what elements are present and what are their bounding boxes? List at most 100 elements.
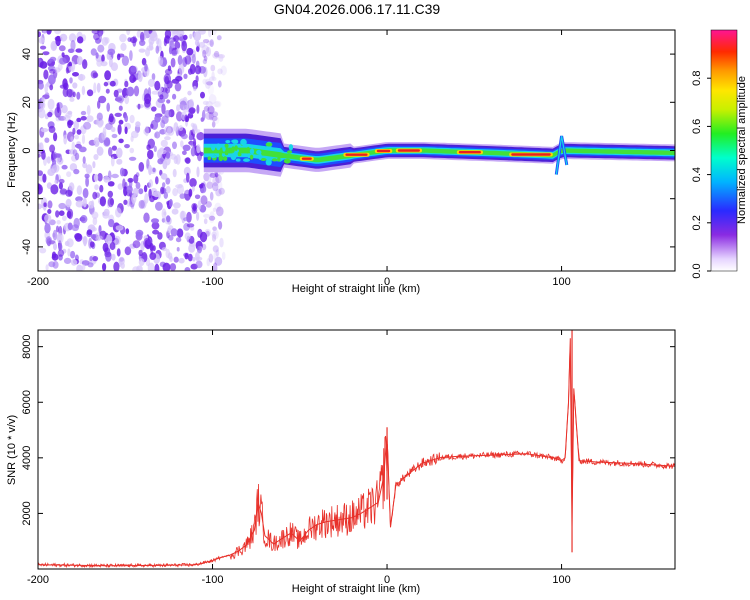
noise-speckle bbox=[192, 85, 197, 92]
noise-speckle bbox=[83, 121, 92, 130]
noise-speckle bbox=[68, 61, 72, 68]
noise-speckle bbox=[137, 71, 143, 83]
noise-speckle bbox=[152, 167, 156, 173]
noise-speckle bbox=[169, 199, 173, 207]
signal-blob bbox=[288, 144, 294, 151]
noise-speckle bbox=[206, 40, 214, 46]
noise-speckle bbox=[104, 234, 113, 245]
signal-blob bbox=[265, 159, 272, 166]
signal-blob bbox=[230, 153, 237, 161]
noise-speckle bbox=[44, 223, 51, 234]
noise-speckle bbox=[169, 263, 177, 271]
noise-speckle bbox=[38, 170, 43, 176]
noise-speckle bbox=[198, 184, 204, 189]
noise-speckle bbox=[206, 176, 212, 183]
noise-speckle bbox=[82, 264, 86, 271]
noise-speckle bbox=[203, 105, 210, 112]
signal-core-red bbox=[397, 149, 420, 152]
noise-speckle bbox=[46, 156, 51, 164]
noise-speckle bbox=[196, 144, 201, 154]
noise-speckle bbox=[98, 95, 107, 104]
noise-speckle bbox=[101, 131, 107, 141]
noise-speckle bbox=[208, 215, 216, 221]
noise-speckle bbox=[70, 136, 74, 142]
noise-speckle bbox=[211, 121, 216, 128]
noise-speckle bbox=[203, 213, 211, 218]
noise-speckle bbox=[130, 66, 137, 73]
noise-speckle bbox=[212, 262, 218, 271]
noise-speckle bbox=[171, 50, 178, 56]
y-tick-label: -40 bbox=[21, 239, 33, 255]
noise-speckle bbox=[161, 103, 166, 115]
noise-speckle bbox=[97, 100, 101, 109]
noise-speckle bbox=[212, 228, 219, 240]
noise-speckle bbox=[47, 98, 55, 110]
noise-speckle bbox=[57, 249, 65, 257]
noise-speckle bbox=[139, 39, 146, 47]
noise-speckle bbox=[65, 189, 73, 197]
noise-speckle bbox=[58, 45, 66, 52]
noise-speckle bbox=[43, 202, 47, 207]
noise-speckle bbox=[77, 36, 84, 44]
noise-speckle bbox=[174, 41, 181, 50]
noise-speckle bbox=[132, 266, 140, 271]
spectrogram-noise-layer bbox=[38, 30, 227, 271]
noise-speckle bbox=[73, 120, 80, 130]
noise-speckle bbox=[208, 111, 214, 121]
signal-blob bbox=[207, 156, 212, 160]
noise-speckle bbox=[96, 82, 101, 93]
noise-speckle bbox=[99, 119, 104, 126]
noise-speckle bbox=[58, 202, 66, 210]
noise-speckle bbox=[148, 188, 152, 199]
noise-speckle bbox=[165, 151, 171, 159]
noise-speckle bbox=[108, 116, 116, 125]
noise-speckle bbox=[42, 51, 50, 56]
noise-speckle bbox=[138, 48, 146, 53]
noise-speckle bbox=[171, 30, 178, 35]
snr-x-label: Height of straight line (km) bbox=[292, 583, 420, 595]
noise-speckle bbox=[59, 33, 68, 42]
noise-speckle bbox=[117, 124, 122, 135]
noise-speckle bbox=[38, 153, 41, 158]
noise-speckle bbox=[208, 76, 217, 82]
noise-speckle bbox=[211, 111, 219, 117]
noise-speckle bbox=[110, 126, 116, 133]
noise-speckle bbox=[39, 247, 47, 254]
noise-speckle bbox=[88, 200, 94, 209]
signal-band-green bbox=[203, 147, 675, 163]
noise-speckle bbox=[133, 85, 140, 97]
noise-speckle bbox=[138, 162, 145, 172]
noise-speckle bbox=[84, 173, 90, 179]
noise-speckle bbox=[82, 235, 88, 245]
noise-speckle bbox=[67, 248, 71, 257]
noise-speckle bbox=[92, 161, 96, 169]
snr-line-layer bbox=[38, 330, 675, 569]
noise-speckle bbox=[138, 200, 145, 209]
noise-speckle bbox=[200, 91, 205, 99]
colorbar-tick-label: 0.2 bbox=[691, 215, 703, 230]
noise-speckle bbox=[44, 83, 48, 94]
noise-speckle bbox=[182, 150, 187, 156]
noise-speckle bbox=[103, 81, 109, 87]
noise-speckle bbox=[41, 97, 46, 103]
noise-speckle bbox=[104, 70, 111, 81]
noise-speckle bbox=[85, 176, 89, 187]
noise-speckle bbox=[143, 212, 150, 223]
noise-speckle bbox=[196, 211, 200, 221]
y-tick-label: 8000 bbox=[21, 334, 33, 358]
noise-speckle bbox=[187, 90, 192, 96]
noise-speckle bbox=[126, 86, 135, 97]
noise-speckle bbox=[185, 157, 191, 164]
signal-blob bbox=[243, 158, 250, 162]
noise-speckle bbox=[153, 145, 157, 152]
noise-speckle bbox=[164, 125, 172, 136]
signal-blob bbox=[222, 156, 228, 161]
noise-speckle bbox=[82, 59, 88, 70]
noise-speckle bbox=[221, 251, 226, 261]
noise-speckle bbox=[155, 176, 159, 185]
noise-speckle bbox=[160, 186, 165, 195]
noise-speckle bbox=[38, 31, 41, 38]
noise-speckle bbox=[208, 30, 212, 38]
noise-speckle bbox=[173, 256, 179, 263]
noise-speckle bbox=[56, 220, 61, 225]
